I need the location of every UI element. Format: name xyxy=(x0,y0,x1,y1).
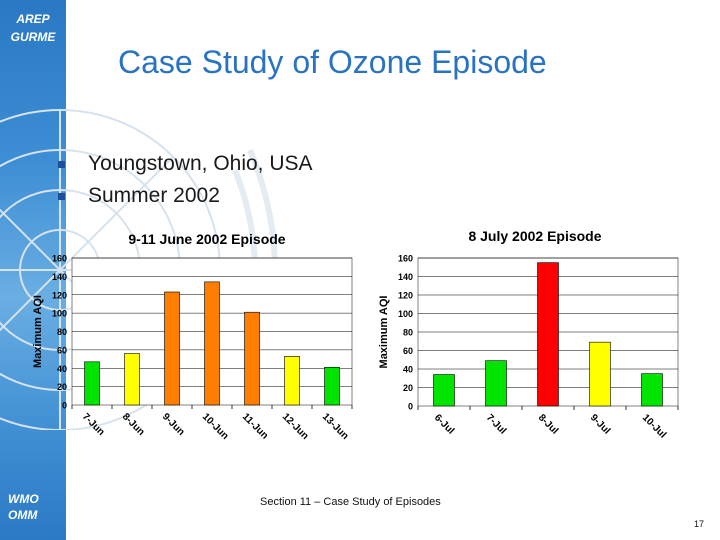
omm-label: OMM xyxy=(8,508,38,522)
x-tick-label: 9-Jun xyxy=(160,411,187,438)
y-tick-label: 20 xyxy=(403,383,413,393)
bullet-list: Youngstown, Ohio, USA Summer 2002 xyxy=(58,148,313,212)
y-tick-label: 20 xyxy=(57,382,67,392)
bar-11-Jun xyxy=(244,311,260,406)
bar-7-Jul xyxy=(485,360,507,407)
y-tick-label: 60 xyxy=(403,346,413,356)
y-tick-label: 140 xyxy=(52,272,67,282)
y-tick-label: 160 xyxy=(52,254,67,264)
bar-9-Jul xyxy=(589,341,611,407)
x-tick-label: 12-Jun xyxy=(280,411,311,442)
bar-10-Jun xyxy=(204,281,220,406)
y-tick-label: 160 xyxy=(398,254,413,264)
june-episode-chart: 9-11 June 2002 Episode 0 20 40 60 80 100 120 140… xyxy=(32,231,353,442)
y-tick-label: 120 xyxy=(398,291,413,301)
bullet-text-location: Youngstown, Ohio, USA xyxy=(88,152,313,175)
bullet-item: Youngstown, Ohio, USA xyxy=(58,148,313,180)
slide-title: Case Study of Ozone Episode xyxy=(118,44,547,80)
y-tick-label: 140 xyxy=(398,272,413,282)
bar-13-Jun xyxy=(324,367,340,406)
chart-title: 8 July 2002 Episode xyxy=(468,228,601,244)
y-tick-label: 100 xyxy=(398,309,413,319)
y-tick-label: 0 xyxy=(62,401,67,411)
x-tick-label: 8-Jul xyxy=(536,412,560,436)
x-tick-label: 8-Jun xyxy=(120,411,147,438)
bullet-square-icon xyxy=(58,160,65,168)
chart-title: 9-11 June 2002 Episode xyxy=(128,231,285,247)
y-tick-label: 120 xyxy=(52,290,67,300)
x-tick-label: 6-Jul xyxy=(432,412,456,436)
page-number: 17 xyxy=(693,519,704,529)
y-tick-label: 40 xyxy=(57,364,67,374)
x-tick-label: 11-Jun xyxy=(240,411,270,441)
y-tick-label: 40 xyxy=(403,365,413,375)
y-tick-label: 100 xyxy=(52,309,67,319)
bar-8-Jun xyxy=(124,353,140,406)
july-episode-chart: 8 July 2002 Episode 0 20 40 60 80 100 120 140 160… xyxy=(378,228,679,441)
y-tick-label: 80 xyxy=(57,327,67,337)
bar-8-Jul xyxy=(537,262,559,407)
bullet-square-icon xyxy=(58,192,65,200)
bar-7-Jun xyxy=(84,361,100,406)
y-axis-label: Maximum AQI xyxy=(378,296,390,369)
org-label-line1: AREP xyxy=(16,12,50,26)
bar-10-Jul xyxy=(641,373,663,407)
bullet-item: Summer 2002 xyxy=(58,180,313,212)
section-footer: Section 11 – Case Study of Episodes xyxy=(260,496,441,508)
bar-6-Jul xyxy=(433,374,455,407)
x-tick-label: 10-Jul xyxy=(640,412,668,440)
x-tick-label: 13-Jun xyxy=(320,411,351,442)
y-axis-label: Maximum AQI xyxy=(32,295,44,368)
wmo-label: WMO xyxy=(8,492,39,506)
org-label-line2: GURME xyxy=(10,30,56,44)
bar-9-Jun xyxy=(164,291,180,406)
x-tick-label: 7-Jul xyxy=(484,412,508,436)
x-tick-label: 9-Jul xyxy=(588,412,612,436)
x-tick-label: 10-Jun xyxy=(200,411,231,442)
y-tick-label: 80 xyxy=(403,328,413,338)
bar-12-Jun xyxy=(284,356,300,406)
y-tick-label: 0 xyxy=(408,402,413,412)
y-tick-label: 60 xyxy=(57,345,67,355)
bullet-text-date: Summer 2002 xyxy=(88,184,220,207)
x-tick-label: 7-Jun xyxy=(80,411,107,438)
